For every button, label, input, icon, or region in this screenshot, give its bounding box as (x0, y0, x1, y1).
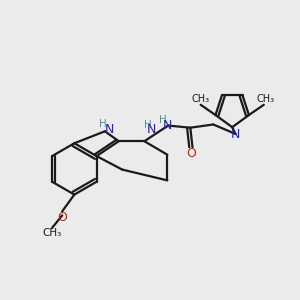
Text: N: N (231, 128, 240, 141)
Text: CH₃: CH₃ (256, 94, 274, 104)
Text: H: H (144, 120, 152, 130)
Text: O: O (186, 147, 196, 160)
Text: N: N (147, 123, 156, 136)
Text: CH₃: CH₃ (191, 94, 209, 104)
Text: CH₃: CH₃ (42, 229, 62, 238)
Text: H: H (159, 115, 167, 124)
Text: O: O (58, 211, 68, 224)
Text: N: N (162, 119, 172, 132)
Text: N: N (105, 123, 115, 136)
Text: H: H (99, 119, 106, 129)
